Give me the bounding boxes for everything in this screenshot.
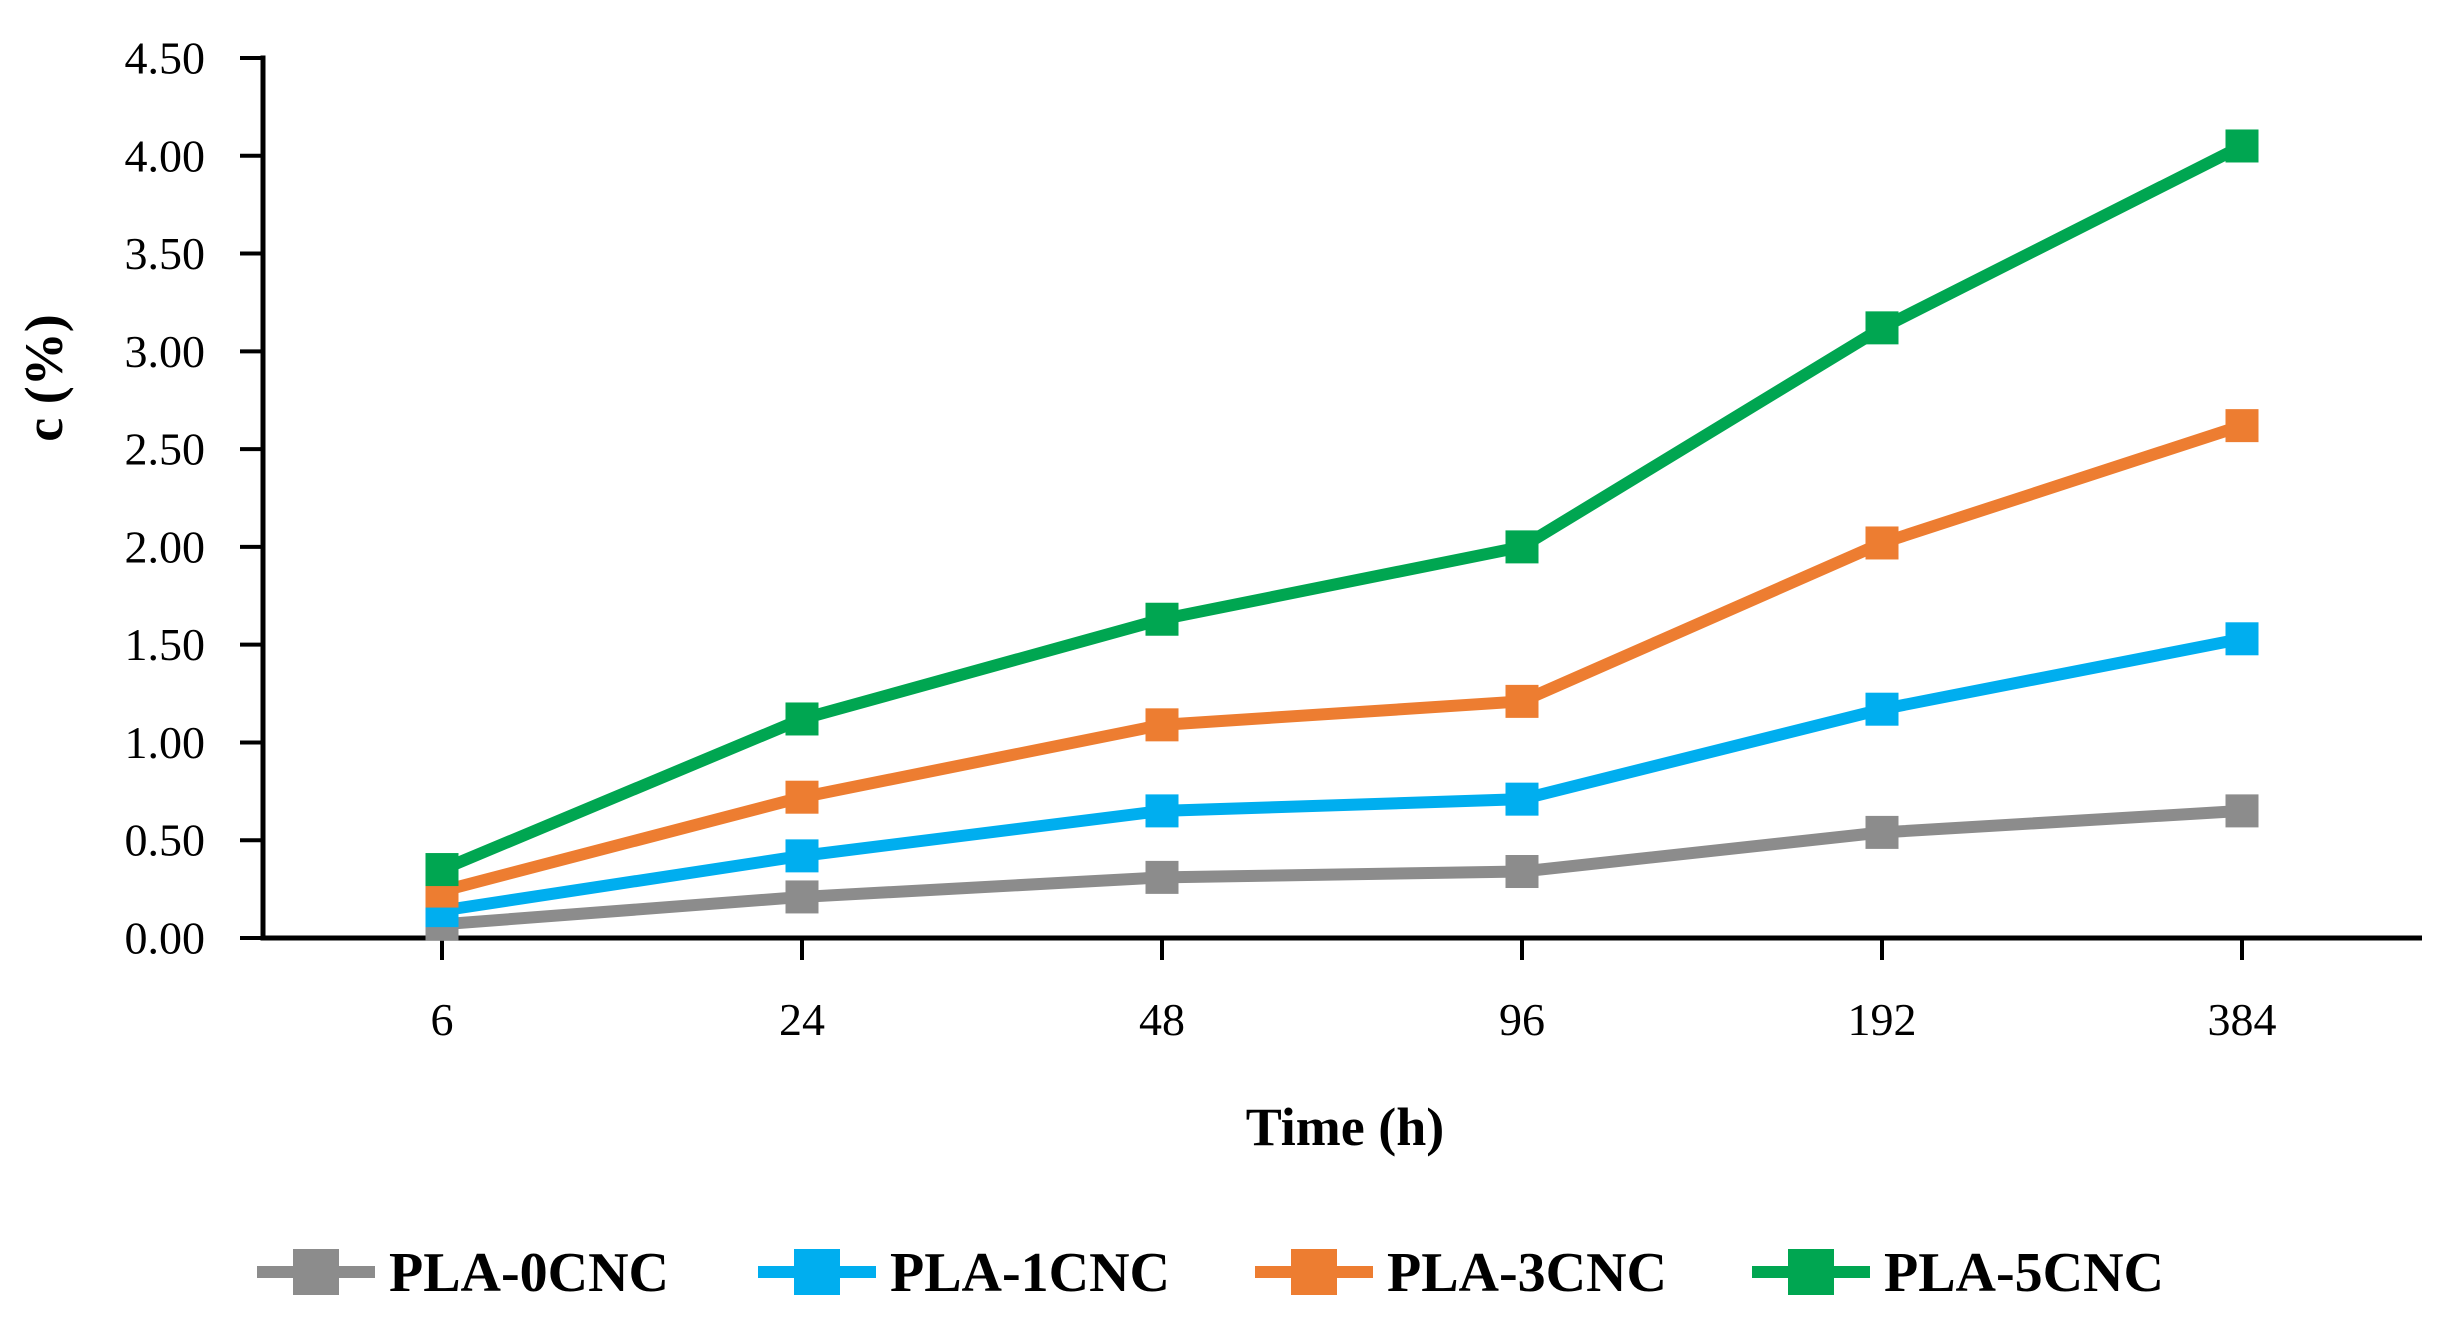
- plot-area: 0.00 0.50 1.00 1.50 2.00 2.50 3.00 3.50 4.00 4.50…: [125, 32, 2422, 1045]
- y-tick-label: 1.50: [125, 619, 206, 670]
- y-tick-label: 3.50: [125, 228, 206, 279]
- data-point-marker: [1145, 602, 1179, 636]
- series-PLA-5CNC: [425, 129, 2259, 887]
- data-point-marker: [2225, 129, 2259, 163]
- legend-item-PLA-3CNC: PLA-3CNC: [1255, 1242, 1667, 1304]
- legend-item-PLA-5CNC: PLA-5CNC: [1752, 1242, 2164, 1304]
- y-tick-label: 1.00: [125, 717, 206, 768]
- data-point-marker: [785, 780, 819, 814]
- x-tick-label: 48: [1139, 994, 1185, 1045]
- data-point-marker: [1505, 782, 1539, 816]
- data-point-marker: [1145, 708, 1179, 742]
- data-point-marker: [1865, 311, 1899, 345]
- legend-item-label: PLA-5CNC: [1884, 1242, 2164, 1304]
- data-point-marker: [785, 880, 819, 914]
- data-point-marker: [785, 839, 819, 873]
- y-tick-label: 3.00: [125, 326, 206, 377]
- y-tick-label: 2.00: [125, 521, 206, 572]
- series-PLA-3CNC: [425, 409, 2259, 908]
- data-point-marker: [1145, 794, 1179, 828]
- data-point-marker: [1145, 860, 1179, 894]
- legend-item-label: PLA-3CNC: [1387, 1242, 1667, 1304]
- y-tick-label: 4.50: [125, 32, 206, 83]
- legend-item-label: PLA-0CNC: [389, 1242, 669, 1304]
- data-point-marker: [2225, 794, 2259, 828]
- x-tick-label: 6: [431, 994, 454, 1045]
- x-tick-label: 192: [1848, 994, 1917, 1045]
- series-PLA-1CNC: [425, 622, 2259, 928]
- legend-key-marker: [293, 1249, 339, 1295]
- data-point-marker: [1865, 692, 1899, 726]
- series-line: [440, 419, 2244, 897]
- legend-key-marker: [794, 1249, 840, 1295]
- data-point-marker: [785, 702, 819, 736]
- data-point-marker: [1505, 855, 1539, 889]
- y-tick-label: 0.00: [125, 913, 206, 964]
- y-tick-label: 4.00: [125, 130, 206, 181]
- x-tick-label: 24: [779, 994, 825, 1045]
- data-point-marker: [1505, 684, 1539, 718]
- series-line: [439, 140, 2245, 876]
- legend: PLA-0CNC PLA-1CNC PLA-3CNC PLA-5CNC: [257, 1242, 2164, 1304]
- series-PLA-0CNC: [425, 794, 2259, 941]
- legend-item-PLA-0CNC: PLA-0CNC: [257, 1242, 669, 1304]
- data-point-marker: [2225, 622, 2259, 656]
- legend-item-PLA-1CNC: PLA-1CNC: [758, 1242, 1170, 1304]
- data-point-marker: [425, 853, 459, 887]
- x-tick-label: 96: [1499, 994, 1545, 1045]
- legend-key-marker: [1291, 1249, 1337, 1295]
- data-point-marker: [1865, 815, 1899, 849]
- data-point-marker: [1505, 530, 1539, 564]
- series-line: [441, 632, 2244, 917]
- legend-item-label: PLA-1CNC: [890, 1242, 1170, 1304]
- x-tick-label: 384: [2208, 994, 2277, 1045]
- y-tick-label: 0.50: [125, 815, 206, 866]
- legend-key-marker: [1788, 1249, 1834, 1295]
- data-point-marker: [1865, 526, 1899, 560]
- x-axis-title: Time (h): [1246, 1097, 1445, 1157]
- series-line: [441, 804, 2243, 931]
- y-tick-label: 2.50: [125, 424, 206, 475]
- y-axis-title: c (%): [14, 314, 74, 441]
- data-point-marker: [2225, 409, 2259, 443]
